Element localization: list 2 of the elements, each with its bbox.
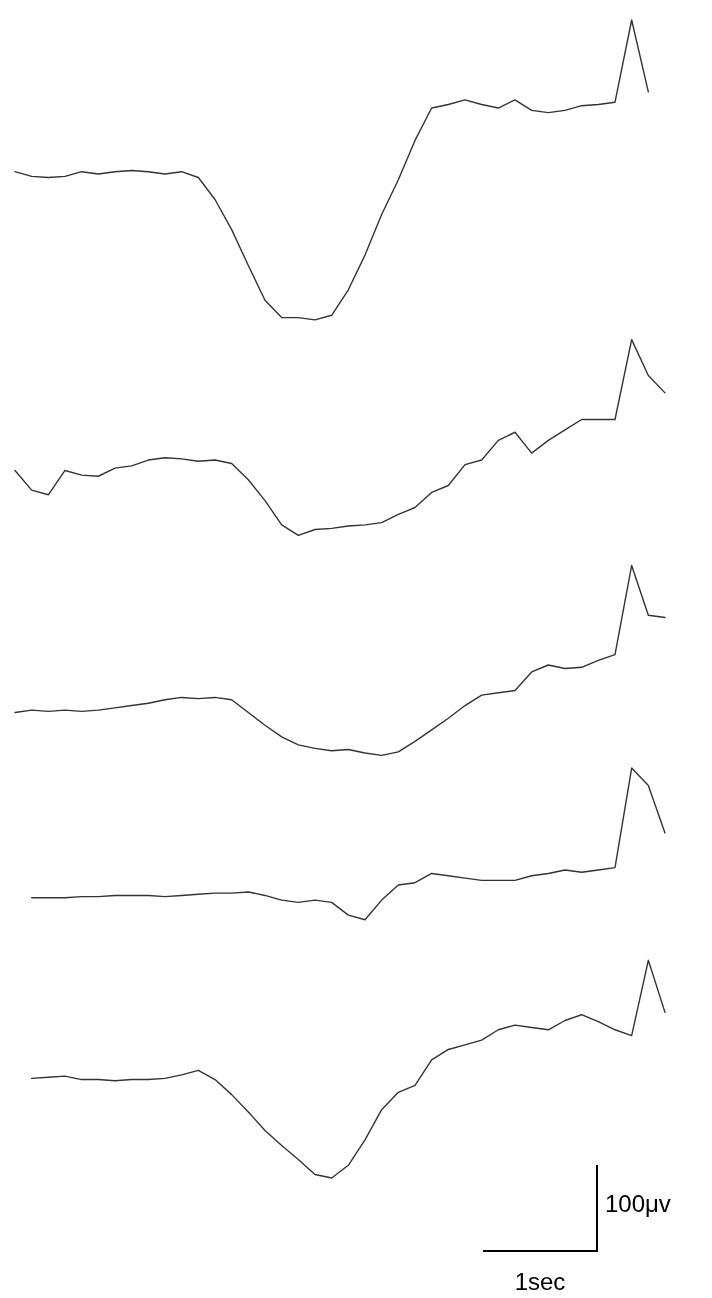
text: 1sec <box>514 1268 566 1295</box>
text: 100μv <box>605 1190 671 1217</box>
